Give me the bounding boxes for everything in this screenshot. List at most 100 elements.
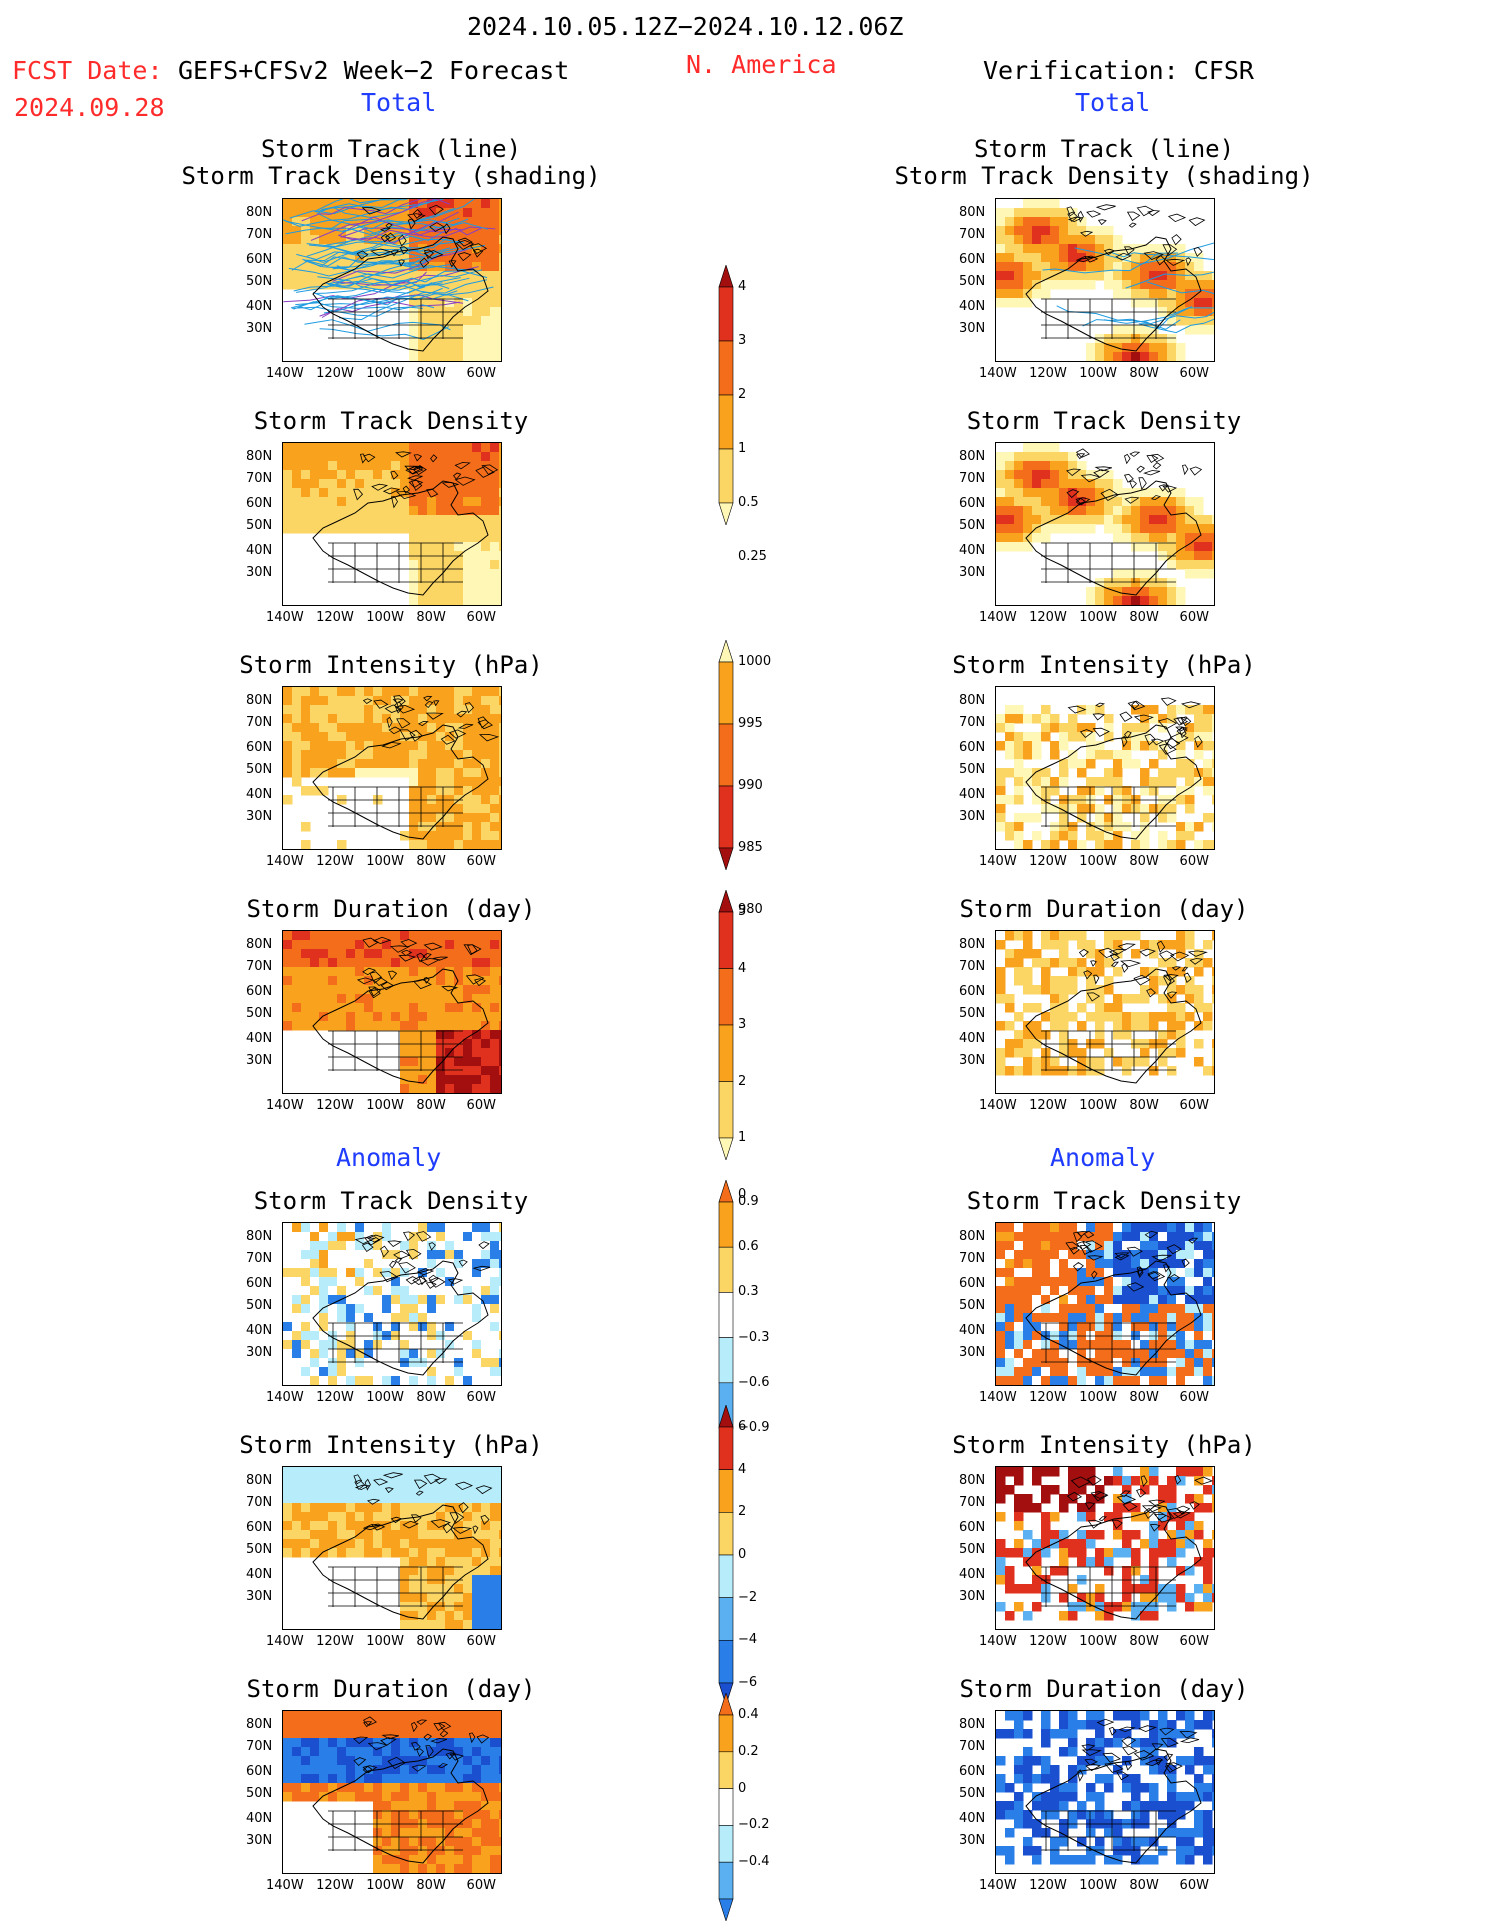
field-cell bbox=[301, 958, 311, 968]
field-cell bbox=[1077, 1548, 1087, 1558]
field-cell bbox=[418, 1277, 428, 1287]
field-cell bbox=[1068, 840, 1078, 849]
lat-tick-label: 60N bbox=[959, 1275, 986, 1291]
field-cell bbox=[1104, 750, 1114, 760]
field-cell bbox=[490, 795, 500, 805]
field-cell bbox=[463, 1765, 473, 1775]
field-cell bbox=[1059, 1304, 1069, 1314]
field-cell bbox=[409, 759, 419, 769]
field-cell bbox=[996, 1223, 1006, 1233]
field-cell bbox=[472, 1846, 482, 1856]
field-cell bbox=[463, 696, 473, 706]
field-cell bbox=[996, 217, 1006, 227]
field-cell bbox=[472, 1349, 482, 1359]
field-cell bbox=[283, 958, 293, 968]
field-cell bbox=[328, 958, 338, 968]
lat-tick-label: 70N bbox=[959, 1739, 986, 1755]
field-cell bbox=[427, 1539, 437, 1549]
field-cell bbox=[1032, 1774, 1042, 1784]
field-cell bbox=[391, 940, 401, 950]
field-cell bbox=[436, 1223, 446, 1233]
field-cell bbox=[472, 1223, 482, 1233]
field-cell bbox=[337, 1277, 347, 1287]
field-cell bbox=[499, 786, 501, 796]
field-cell bbox=[319, 1340, 329, 1350]
field-cell bbox=[1086, 352, 1096, 361]
lon-tick-label: 140W bbox=[266, 610, 304, 625]
field-cell bbox=[1194, 985, 1204, 995]
field-cell bbox=[1059, 958, 1069, 968]
field-cell bbox=[409, 768, 419, 778]
field-cell bbox=[1023, 940, 1033, 950]
field-cell bbox=[373, 1286, 383, 1296]
field-cell bbox=[355, 1485, 365, 1495]
field-cell bbox=[1194, 1367, 1204, 1377]
field-cell bbox=[355, 1467, 365, 1477]
field-cell bbox=[1032, 1376, 1042, 1385]
field-cell bbox=[1104, 732, 1114, 742]
field-cell bbox=[1014, 280, 1024, 290]
field-cell bbox=[463, 1376, 473, 1385]
field-cell bbox=[1059, 217, 1069, 227]
field-cell bbox=[418, 1376, 428, 1385]
field-cell bbox=[1185, 940, 1195, 950]
field-cell bbox=[490, 1048, 500, 1058]
field-cell bbox=[400, 931, 410, 941]
field-cell bbox=[418, 958, 428, 968]
field-cell bbox=[337, 1268, 347, 1278]
field-cell bbox=[1032, 271, 1042, 281]
arctic-islands bbox=[356, 936, 487, 999]
field-cell bbox=[382, 696, 392, 706]
field-cell bbox=[1158, 280, 1168, 290]
field-cell bbox=[292, 1738, 302, 1748]
field-cell bbox=[1212, 1503, 1214, 1513]
state-borders bbox=[1041, 1322, 1176, 1363]
field-cell bbox=[490, 1864, 500, 1873]
field-cell bbox=[409, 497, 419, 507]
field-cell bbox=[1041, 253, 1051, 263]
lon-tick-label: 60W bbox=[1179, 1390, 1209, 1405]
field-cell bbox=[472, 1620, 482, 1629]
colorbar-tick-label: −4 bbox=[738, 1632, 758, 1648]
field-cell bbox=[1140, 578, 1150, 588]
field-cell bbox=[1194, 1747, 1204, 1757]
coastline bbox=[312, 1504, 489, 1620]
field-cell bbox=[418, 1611, 428, 1621]
field-cell bbox=[1050, 1322, 1060, 1332]
field-cell bbox=[996, 1313, 1006, 1323]
field-cell bbox=[1041, 1223, 1051, 1233]
field-cell bbox=[418, 1286, 428, 1296]
field-cell bbox=[1086, 515, 1096, 525]
lat-tick-label: 70N bbox=[959, 1495, 986, 1511]
field-cell bbox=[490, 587, 500, 597]
field-cell bbox=[364, 967, 374, 977]
field-cell bbox=[283, 1792, 293, 1802]
field-cell bbox=[1140, 786, 1150, 796]
field-cell bbox=[427, 1503, 437, 1513]
field-cell bbox=[1104, 1548, 1114, 1558]
field-cell bbox=[1194, 1268, 1204, 1278]
field-cell bbox=[346, 714, 356, 724]
field-cell bbox=[463, 1837, 473, 1847]
field-cell bbox=[445, 262, 455, 272]
field-cell bbox=[1104, 1250, 1114, 1260]
field-cell bbox=[409, 1620, 419, 1629]
field-cell bbox=[409, 1340, 419, 1350]
field-cell bbox=[301, 470, 311, 480]
field-cell bbox=[283, 479, 293, 489]
field-cell bbox=[418, 714, 428, 724]
field-cell bbox=[418, 1503, 428, 1513]
field-cell bbox=[391, 1241, 401, 1251]
field-cell bbox=[445, 1241, 455, 1251]
field-cell bbox=[481, 1747, 491, 1757]
field-cell bbox=[481, 696, 491, 706]
field-cell bbox=[499, 1783, 501, 1793]
field-cell bbox=[1041, 289, 1051, 299]
field-cell bbox=[373, 208, 383, 218]
field-cell bbox=[463, 1494, 473, 1504]
field-cell bbox=[1086, 1512, 1096, 1522]
field-cell bbox=[310, 723, 320, 733]
field-cell bbox=[1185, 1720, 1195, 1730]
field-cell bbox=[1023, 1584, 1033, 1594]
field-cell bbox=[1122, 931, 1132, 941]
